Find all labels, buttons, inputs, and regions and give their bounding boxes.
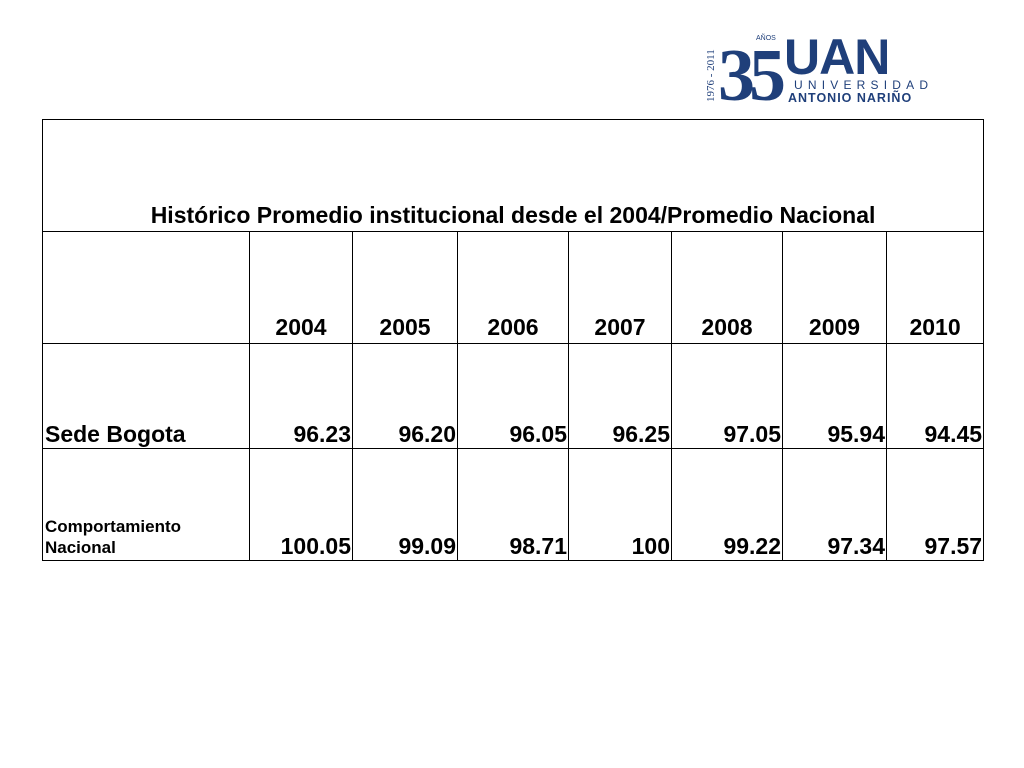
logo-brand: UAN xyxy=(784,29,889,85)
year-header: 2005 xyxy=(352,231,458,344)
year-header: 2004 xyxy=(249,231,353,344)
table-cell: 96.25 xyxy=(568,343,672,449)
table-cell: 97.34 xyxy=(782,448,887,561)
table-cell: 99.22 xyxy=(671,448,783,561)
year-header: 2010 xyxy=(885,231,985,344)
logo-anniversary-number: 35 xyxy=(718,35,784,108)
table-cell: 96.20 xyxy=(352,343,458,449)
corner-cell xyxy=(42,231,250,344)
table-cell: 96.05 xyxy=(457,343,569,449)
logo-years: 1976 - 2011 xyxy=(705,49,717,102)
uan-logo: 1976 - 2011 35 AÑOS UAN UNIVERSIDAD ANTO… xyxy=(704,28,960,108)
row-label-line: Comportamiento xyxy=(45,517,181,537)
row-label-sede-bogota: Sede Bogota xyxy=(42,343,250,449)
uan-logo-graphic: 1976 - 2011 35 AÑOS UAN UNIVERSIDAD ANTO… xyxy=(705,29,933,108)
table-cell: 100 xyxy=(568,448,672,561)
table-cell: 97.05 xyxy=(671,343,783,449)
logo-anniversary-word: AÑOS xyxy=(756,33,776,42)
table-title-row: Histórico Promedio institucional desde e… xyxy=(41,119,985,232)
table-cell: 99.09 xyxy=(352,448,458,561)
logo-line-antonio-narino: ANTONIO NARIÑO xyxy=(788,90,912,105)
logo-line-universidad: UNIVERSIDAD xyxy=(794,78,933,92)
year-header: 2009 xyxy=(782,231,887,344)
table-title: Histórico Promedio institucional desde e… xyxy=(41,119,985,232)
row-label-line: Nacional xyxy=(45,537,116,557)
row-label-comportamiento-nacional: Comportamiento Nacional xyxy=(42,448,250,561)
historico-promedio-table: Histórico Promedio institucional desde e… xyxy=(41,119,985,561)
table-cell: 96.23 xyxy=(249,343,353,449)
table-header-row: 2004 2005 2006 2007 2008 2009 2010 xyxy=(42,231,985,344)
year-header: 2008 xyxy=(671,231,783,344)
table-cell: 94.45 xyxy=(885,343,985,449)
table-cell: 97.57 xyxy=(885,448,985,561)
year-header: 2006 xyxy=(457,231,569,344)
row-label-line: Sede Bogota xyxy=(45,420,186,447)
table-cell: 98.71 xyxy=(457,448,569,561)
table-cell: 100.05 xyxy=(249,448,353,561)
year-header: 2007 xyxy=(568,231,672,344)
table-row: Comportamiento Nacional 100.05 99.09 98.… xyxy=(42,448,985,561)
table-row: Sede Bogota 96.23 96.20 96.05 96.25 97.0… xyxy=(42,343,985,449)
table-cell: 95.94 xyxy=(782,343,887,449)
